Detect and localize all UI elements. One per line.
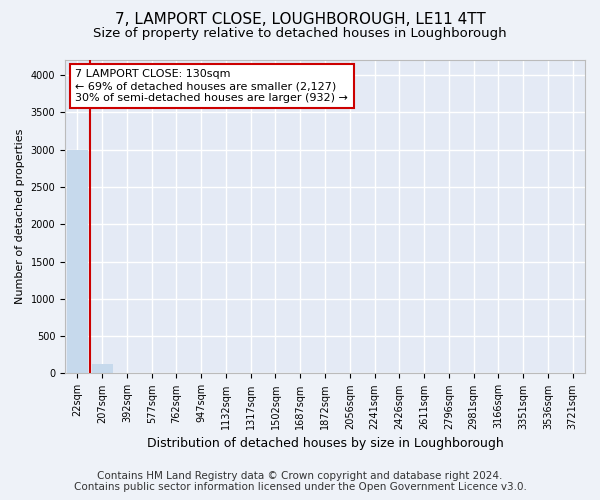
Text: 7 LAMPORT CLOSE: 130sqm
← 69% of detached houses are smaller (2,127)
30% of semi: 7 LAMPORT CLOSE: 130sqm ← 69% of detache… <box>76 70 349 102</box>
Text: Size of property relative to detached houses in Loughborough: Size of property relative to detached ho… <box>93 28 507 40</box>
Bar <box>67 150 88 374</box>
X-axis label: Distribution of detached houses by size in Loughborough: Distribution of detached houses by size … <box>146 437 503 450</box>
Y-axis label: Number of detached properties: Number of detached properties <box>15 129 25 304</box>
Text: 7, LAMPORT CLOSE, LOUGHBOROUGH, LE11 4TT: 7, LAMPORT CLOSE, LOUGHBOROUGH, LE11 4TT <box>115 12 485 28</box>
Text: Contains HM Land Registry data © Crown copyright and database right 2024.
Contai: Contains HM Land Registry data © Crown c… <box>74 471 526 492</box>
Bar <box>92 364 113 374</box>
